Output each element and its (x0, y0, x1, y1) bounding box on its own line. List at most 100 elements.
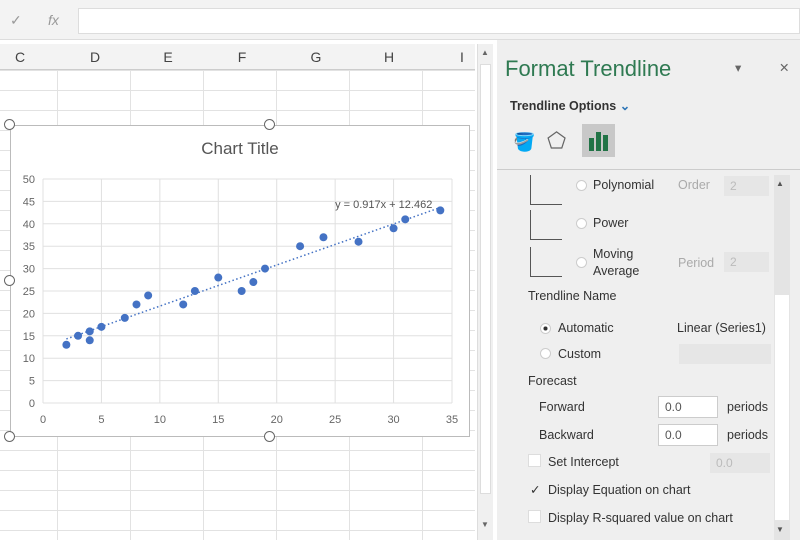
data-point (132, 300, 141, 309)
column-header[interactable]: F (237, 49, 247, 65)
pane-title: Format Trendline (505, 56, 672, 81)
scroll-down-icon[interactable]: ▼ (481, 520, 489, 529)
scroll-thumb[interactable] (775, 295, 789, 520)
data-point (319, 233, 328, 242)
trendline-options-dropdown[interactable]: Trendline Options ⌄ (510, 98, 630, 113)
format-trendline-pane: Format Trendline ▾ ✕ Trendline Options ⌄… (497, 40, 800, 540)
data-point (97, 322, 106, 331)
backward-label: Backward (539, 428, 594, 442)
polynomial-radio[interactable] (576, 180, 587, 191)
y-tick-label: 0 (29, 398, 35, 410)
data-point (85, 336, 94, 345)
data-point (389, 224, 398, 233)
x-tick-label: 25 (329, 414, 341, 426)
fill-line-icon[interactable]: 🪣 (513, 132, 536, 152)
bar-chart-icon (589, 132, 608, 151)
scatter-plot: 0 5 10 15 20 25 30 35 40 45 50 0 5 10 15 20 25 30 35 y = 0.… (23, 174, 458, 426)
close-icon[interactable]: ✕ (779, 61, 790, 75)
periods-label: periods (727, 428, 768, 442)
forecast-heading: Forecast (528, 374, 577, 388)
display-equation-label: Display Equation on chart (548, 483, 691, 497)
custom-label: Custom (558, 347, 602, 361)
custom-radio[interactable] (540, 348, 551, 359)
data-point (144, 291, 153, 300)
trendline-name-heading: Trendline Name (528, 289, 617, 303)
y-tick-label: 15 (23, 331, 35, 343)
scroll-up-icon[interactable]: ▲ (776, 179, 784, 188)
column-headers: C D E F G H I (0, 44, 475, 70)
data-point (436, 206, 445, 215)
display-r-squared-checkbox[interactable] (528, 510, 541, 523)
x-tick-label: 0 (40, 414, 46, 426)
periods-label: periods (727, 400, 768, 414)
formula-bar: ✓ fx (0, 0, 800, 40)
polynomial-icon (530, 175, 562, 205)
pane-scrollbar[interactable]: ▲ ▼ (774, 175, 790, 540)
data-point (62, 340, 71, 349)
resize-handle[interactable] (264, 431, 275, 442)
resize-handle[interactable] (264, 119, 275, 130)
resize-handle[interactable] (4, 431, 15, 442)
set-intercept-checkbox[interactable] (528, 454, 541, 467)
x-tick-label: 10 (154, 414, 166, 426)
data-point (179, 300, 188, 309)
custom-name-input[interactable] (679, 344, 771, 364)
trendline-options-tab[interactable] (582, 124, 615, 157)
scroll-thumb[interactable] (480, 64, 491, 494)
fx-icon[interactable]: fx (48, 12, 59, 28)
power-icon (530, 210, 562, 240)
scroll-down-icon[interactable]: ▼ (776, 525, 784, 534)
column-header[interactable]: C (14, 49, 26, 65)
resize-handle[interactable] (4, 119, 15, 130)
automatic-radio[interactable] (540, 323, 551, 334)
y-tick-label: 30 (23, 264, 35, 276)
effects-pentagon-icon[interactable]: ⬠ (547, 128, 567, 153)
column-header[interactable]: D (89, 49, 101, 65)
power-label: Power (593, 216, 629, 230)
data-point (261, 264, 270, 273)
display-equation-checkbox[interactable]: ✓ (530, 483, 541, 497)
data-point (190, 287, 199, 295)
formula-input[interactable] (78, 8, 800, 34)
moving-average-radio[interactable] (576, 257, 587, 268)
y-tick-label: 40 (23, 219, 35, 231)
forward-input[interactable]: 0.0 (658, 396, 718, 418)
chart-title[interactable]: Chart Title (201, 139, 279, 158)
y-tick-label: 45 (23, 196, 35, 208)
y-tick-label: 35 (23, 241, 35, 253)
x-tick-label: 5 (98, 414, 104, 426)
divider (497, 169, 800, 170)
column-header[interactable]: H (383, 49, 395, 65)
y-tick-label: 10 (23, 353, 35, 365)
scroll-up-icon[interactable]: ▲ (481, 48, 489, 57)
pane-options-icon[interactable]: ▾ (735, 61, 742, 75)
data-point (249, 278, 258, 287)
data-point (237, 287, 246, 295)
data-point (85, 327, 94, 336)
order-label: Order (678, 178, 710, 192)
automatic-name-value: Linear (Series1) (677, 321, 766, 335)
check-icon[interactable]: ✓ (10, 12, 22, 28)
y-tick-label: 20 (23, 308, 35, 320)
column-header[interactable]: I (460, 49, 464, 65)
y-tick-label: 25 (23, 286, 35, 298)
y-tick-label: 50 (23, 174, 35, 186)
power-radio[interactable] (576, 218, 587, 229)
resize-handle[interactable] (4, 275, 15, 286)
forward-label: Forward (539, 400, 585, 414)
data-point (296, 242, 305, 251)
order-input[interactable]: 2 (724, 176, 769, 196)
display-r-squared-label: Display R-squared value on chart (548, 511, 733, 525)
backward-input[interactable]: 0.0 (658, 424, 718, 446)
period-input[interactable]: 2 (724, 252, 769, 272)
trendline-equation[interactable]: y = 0.917x + 12.462 (335, 199, 432, 211)
chart[interactable]: Chart Title 0 5 10 15 20 25 30 35 40 45 50 0 5 10 15 20… (10, 125, 470, 437)
polynomial-label: Polynomial (593, 178, 655, 192)
intercept-input[interactable]: 0.0 (710, 453, 770, 473)
column-header[interactable]: G (310, 49, 322, 65)
sheet-scrollbar[interactable]: ▲ ▼ (477, 44, 493, 540)
section-label: Trendline Options (510, 99, 617, 113)
x-tick-label: 30 (387, 414, 399, 426)
column-header[interactable]: E (163, 49, 173, 65)
y-tick-label: 5 (29, 376, 35, 388)
